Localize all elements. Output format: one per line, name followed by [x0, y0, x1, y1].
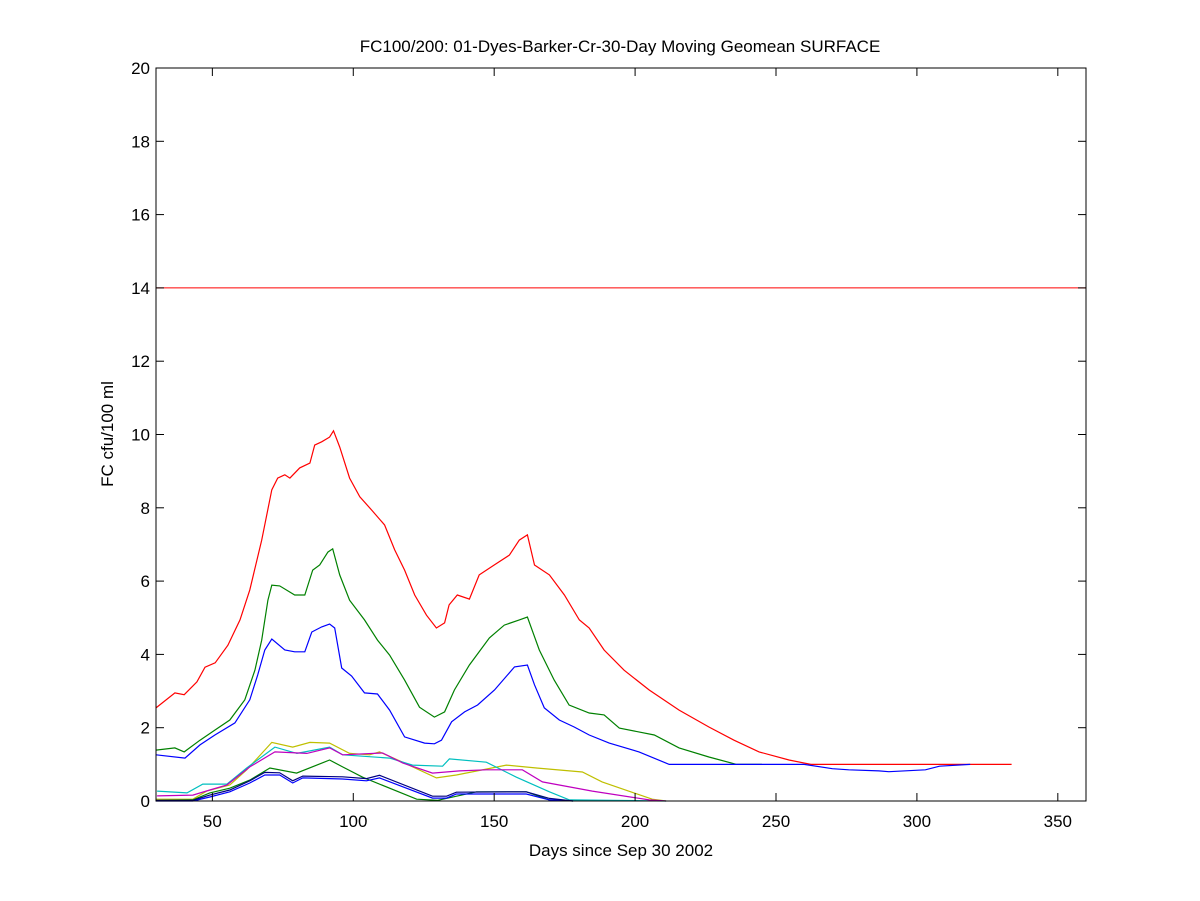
x-tick-label: 150 — [480, 812, 508, 831]
y-tick-label: 12 — [131, 352, 150, 371]
series-line-black — [156, 771, 574, 802]
y-tick-label: 10 — [131, 426, 150, 445]
x-tick-label: 50 — [203, 812, 222, 831]
ticks: 50 100 150 200 250 300 350 0 2 4 6 8 10 12 14 16 18 20 — [131, 59, 1086, 831]
series-line-magenta — [157, 747, 667, 802]
series-line-cyan — [157, 746, 667, 802]
x-tick-label: 300 — [903, 812, 931, 831]
y-tick-label: 2 — [141, 719, 150, 738]
chart-title: FC100/200: 01-Dyes-Barker-Cr-30-Day Movi… — [360, 37, 881, 56]
series-line-green — [155, 547, 762, 766]
x-tick-label: 250 — [762, 812, 790, 831]
series-line-blue — [155, 623, 971, 773]
series-lines — [155, 287, 1086, 802]
x-tick-label: 350 — [1044, 812, 1072, 831]
series-line-navy — [156, 774, 574, 802]
y-tick-label: 14 — [131, 279, 150, 298]
series-line-red — [155, 429, 1012, 766]
x-axis-label: Days since Sep 30 2002 — [529, 841, 713, 860]
y-tick-label: 4 — [141, 645, 150, 664]
x-tick-label: 200 — [621, 812, 649, 831]
y-tick-label: 8 — [141, 499, 150, 518]
axes-frame — [155, 67, 1087, 802]
y-axis-label: FC cfu/100 ml — [98, 381, 117, 487]
x-tick-label: 100 — [339, 812, 367, 831]
series-line-yellow — [156, 741, 667, 802]
y-tick-label: 0 — [141, 792, 150, 811]
y-tick-label: 6 — [141, 572, 150, 591]
y-tick-label: 18 — [131, 132, 150, 151]
y-tick-label: 20 — [131, 59, 150, 78]
y-tick-label: 16 — [131, 206, 150, 225]
